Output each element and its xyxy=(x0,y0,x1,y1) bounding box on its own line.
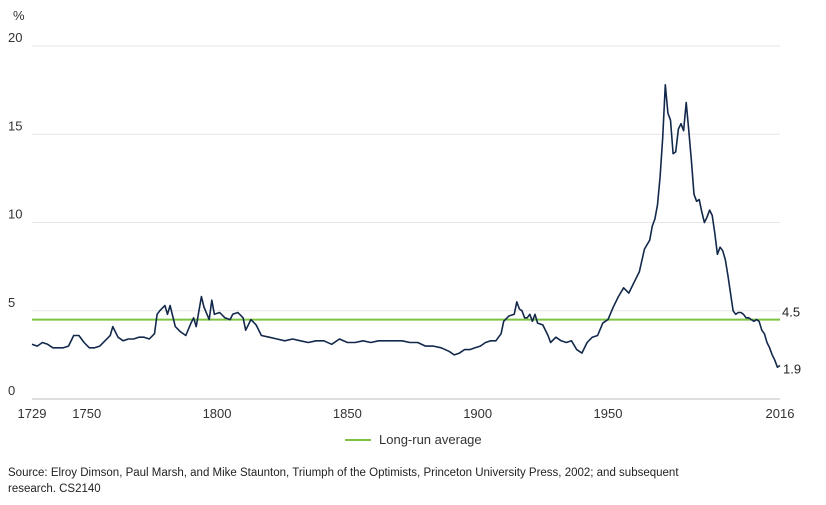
x-tick-label: 1900 xyxy=(463,406,492,421)
legend: Long-run average xyxy=(345,432,482,447)
y-unit-label: % xyxy=(13,8,25,23)
x-tick-label: 1750 xyxy=(72,406,101,421)
y-tick-label: 0 xyxy=(8,383,15,398)
y-tick-label: 5 xyxy=(8,295,15,310)
last-value-label: 1.9 xyxy=(783,361,801,376)
grid-lines xyxy=(32,45,780,400)
y-tick-label: 20 xyxy=(8,30,22,45)
y-tick-label: 15 xyxy=(8,118,22,133)
x-tick-label: 1800 xyxy=(203,406,232,421)
x-tick-label: 1850 xyxy=(333,406,362,421)
y-tick-label: 10 xyxy=(8,207,22,222)
legend-swatch xyxy=(345,438,371,441)
legend-label: Long-run average xyxy=(379,432,482,447)
average-value-label: 4.5 xyxy=(782,305,800,320)
x-tick-label: 1729 xyxy=(18,406,47,421)
y-axis-ticks: 0 5 10 15 20 xyxy=(8,30,22,398)
yield-series-line xyxy=(31,84,781,368)
x-axis-ticks: 1729 1750 1800 1850 1900 1950 2016 xyxy=(18,406,795,421)
x-tick-label: 2016 xyxy=(766,406,795,421)
x-tick-label: 1950 xyxy=(594,406,623,421)
source-note: Source: Elroy Dimson, Paul Marsh, and Mi… xyxy=(8,467,679,495)
